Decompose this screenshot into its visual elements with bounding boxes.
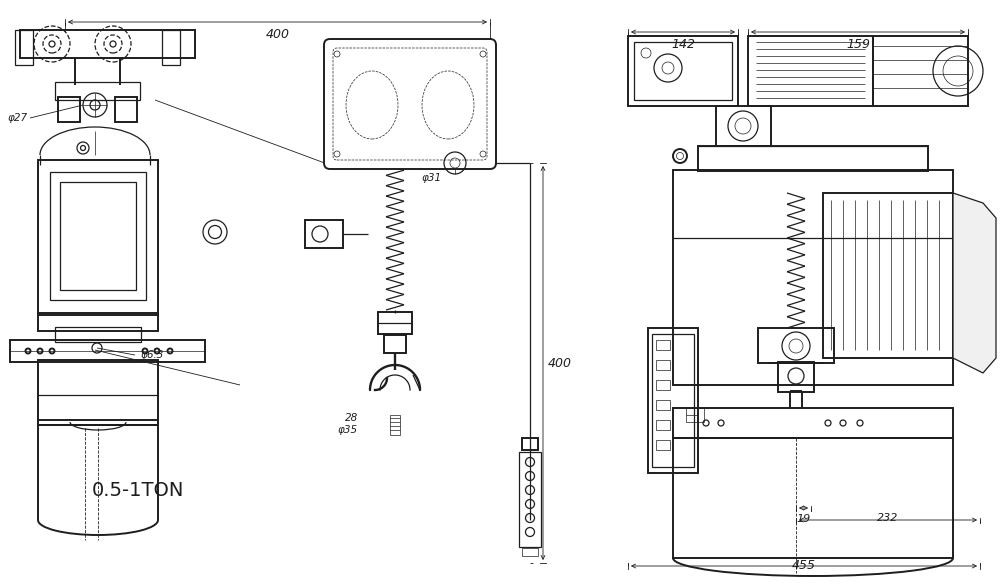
Text: 455: 455 xyxy=(792,559,816,572)
Text: φ35: φ35 xyxy=(338,425,358,435)
Bar xyxy=(673,408,953,438)
Text: φ6.3: φ6.3 xyxy=(140,350,164,360)
Bar xyxy=(778,362,814,392)
Bar xyxy=(634,42,732,100)
Text: 28: 28 xyxy=(345,413,358,423)
Bar xyxy=(58,97,80,122)
Bar xyxy=(698,146,928,171)
Bar xyxy=(656,380,670,390)
Bar xyxy=(673,170,953,385)
Bar xyxy=(656,360,670,370)
Text: 0.5-1TON: 0.5-1TON xyxy=(92,481,184,500)
Text: 232: 232 xyxy=(877,513,899,523)
Bar xyxy=(390,415,400,435)
Bar xyxy=(656,420,670,430)
Bar xyxy=(60,182,136,290)
Bar xyxy=(305,220,343,248)
Text: φ27: φ27 xyxy=(8,113,28,123)
Bar xyxy=(628,36,738,106)
Bar xyxy=(50,172,146,300)
Bar xyxy=(38,420,158,425)
Bar xyxy=(823,193,953,358)
Bar xyxy=(115,97,137,122)
Bar xyxy=(748,36,873,106)
Bar xyxy=(686,408,704,422)
Bar xyxy=(38,360,158,425)
Text: 400: 400 xyxy=(548,356,572,369)
Bar xyxy=(20,30,195,58)
Bar xyxy=(55,82,140,100)
Bar xyxy=(673,438,953,558)
Bar xyxy=(652,334,694,467)
Bar xyxy=(15,30,33,65)
Bar xyxy=(55,327,141,342)
Polygon shape xyxy=(953,193,996,373)
Text: 142: 142 xyxy=(671,38,695,51)
Bar xyxy=(38,160,158,315)
Bar xyxy=(522,438,538,450)
Bar xyxy=(522,548,538,556)
Bar xyxy=(758,328,834,363)
Text: 19: 19 xyxy=(796,514,811,524)
Text: φ31: φ31 xyxy=(422,173,442,183)
Bar xyxy=(38,313,158,331)
Bar xyxy=(378,312,412,334)
Bar xyxy=(519,452,541,547)
Bar xyxy=(656,440,670,450)
Bar xyxy=(10,340,205,362)
Text: 400: 400 xyxy=(266,28,290,41)
Bar xyxy=(656,400,670,410)
Bar xyxy=(648,328,698,473)
Bar xyxy=(656,340,670,350)
FancyBboxPatch shape xyxy=(333,48,487,160)
Bar xyxy=(873,36,968,106)
Text: 159: 159 xyxy=(846,38,870,51)
Bar xyxy=(162,30,180,65)
Bar xyxy=(716,106,771,146)
FancyBboxPatch shape xyxy=(324,39,496,169)
Bar xyxy=(384,335,406,353)
